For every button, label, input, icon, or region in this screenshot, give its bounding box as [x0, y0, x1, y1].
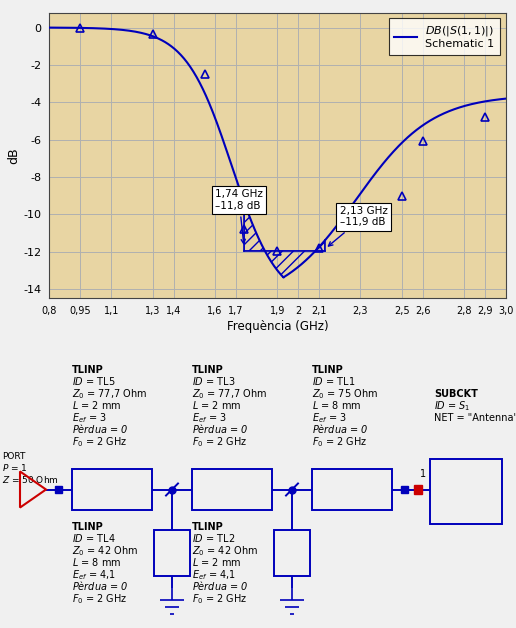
- Text: TLINP: TLINP: [312, 365, 344, 375]
- Bar: [274, 529, 310, 576]
- Text: $F_0$ = 2 GHz: $F_0$ = 2 GHz: [192, 592, 248, 606]
- Text: $F_0$ = 2 GHz: $F_0$ = 2 GHz: [72, 435, 127, 449]
- Text: $L$ = 2 mm: $L$ = 2 mm: [192, 556, 241, 568]
- Legend: $DB(|S(1,1)|)$
Schematic 1: $DB(|S(1,1)|)$ Schematic 1: [389, 18, 500, 55]
- Text: 1,74 GHz
–11,8 dB: 1,74 GHz –11,8 dB: [215, 189, 263, 244]
- Text: $Pèrdua$ = 0: $Pèrdua$ = 0: [192, 579, 248, 592]
- Text: $L$ = 8 mm: $L$ = 8 mm: [72, 556, 121, 568]
- Text: $F_0$ = 2 GHz: $F_0$ = 2 GHz: [312, 435, 367, 449]
- Text: 2,13 GHz
–11,9 dB: 2,13 GHz –11,9 dB: [328, 206, 388, 246]
- Text: $ID$ = TL2: $ID$ = TL2: [192, 532, 235, 544]
- Bar: [312, 469, 392, 509]
- Bar: [72, 469, 152, 509]
- Text: $Pèrdua$ = 0: $Pèrdua$ = 0: [72, 579, 128, 592]
- Text: $Z_0$ = 77,7 Ohm: $Z_0$ = 77,7 Ohm: [72, 387, 147, 401]
- Text: $E_{ef}$ = 3: $E_{ef}$ = 3: [72, 411, 107, 425]
- Text: $ID$ = TL5: $ID$ = TL5: [72, 375, 116, 387]
- Text: $L$ = 8 mm: $L$ = 8 mm: [312, 399, 361, 411]
- Text: $ID$ = TL4: $ID$ = TL4: [72, 532, 116, 544]
- Text: $L$ = 2 mm: $L$ = 2 mm: [72, 399, 121, 411]
- Text: $E_{ef}$ = 3: $E_{ef}$ = 3: [192, 411, 227, 425]
- Text: TLINP: TLINP: [192, 522, 224, 532]
- X-axis label: Frequència (GHz): Frequència (GHz): [227, 320, 328, 333]
- Text: $Z_0$ = 75 Ohm: $Z_0$ = 75 Ohm: [312, 387, 378, 401]
- Text: $Pèrdua$ = 0: $Pèrdua$ = 0: [312, 422, 368, 435]
- Text: $E_{ef}$ = 3: $E_{ef}$ = 3: [312, 411, 347, 425]
- Text: SUBCKT: SUBCKT: [434, 389, 478, 399]
- Text: $ID$ = TL3: $ID$ = TL3: [192, 375, 235, 387]
- Bar: [400, 486, 408, 493]
- Text: $P$ = 1: $P$ = 1: [2, 462, 28, 474]
- Text: TLINP: TLINP: [72, 365, 104, 375]
- Text: 1: 1: [420, 470, 426, 479]
- Bar: [414, 485, 422, 494]
- Bar: [154, 529, 190, 576]
- Text: $Z_0$ = 77,7 Ohm: $Z_0$ = 77,7 Ohm: [192, 387, 267, 401]
- Bar: [192, 469, 272, 509]
- Text: $Pèrdua$ = 0: $Pèrdua$ = 0: [192, 422, 248, 435]
- Text: $L$ = 2 mm: $L$ = 2 mm: [192, 399, 241, 411]
- Text: $Pèrdua$ = 0: $Pèrdua$ = 0: [72, 422, 128, 435]
- Text: $ID$ = $S_1$: $ID$ = $S_1$: [434, 399, 471, 413]
- Text: $F_0$ = 2 GHz: $F_0$ = 2 GHz: [192, 435, 248, 449]
- Text: $ID$ = TL1: $ID$ = TL1: [312, 375, 356, 387]
- Bar: [430, 460, 502, 524]
- Bar: [55, 486, 61, 493]
- Text: $E_{ef}$ = 4,1: $E_{ef}$ = 4,1: [72, 568, 116, 582]
- Text: $F_0$ = 2 GHz: $F_0$ = 2 GHz: [72, 592, 127, 606]
- Text: $Z$ = 50 Ohm: $Z$ = 50 Ohm: [2, 475, 59, 485]
- Y-axis label: dB: dB: [7, 147, 21, 164]
- Text: TLINP: TLINP: [72, 522, 104, 532]
- Text: NET = "Antenna": NET = "Antenna": [434, 413, 516, 423]
- Text: PORT: PORT: [2, 452, 25, 462]
- Text: $Z_0$ = 42 Ohm: $Z_0$ = 42 Ohm: [192, 544, 258, 558]
- Text: TLINP: TLINP: [192, 365, 224, 375]
- Text: $Z_0$ = 42 Ohm: $Z_0$ = 42 Ohm: [72, 544, 138, 558]
- Text: $E_{ef}$ = 4,1: $E_{ef}$ = 4,1: [192, 568, 236, 582]
